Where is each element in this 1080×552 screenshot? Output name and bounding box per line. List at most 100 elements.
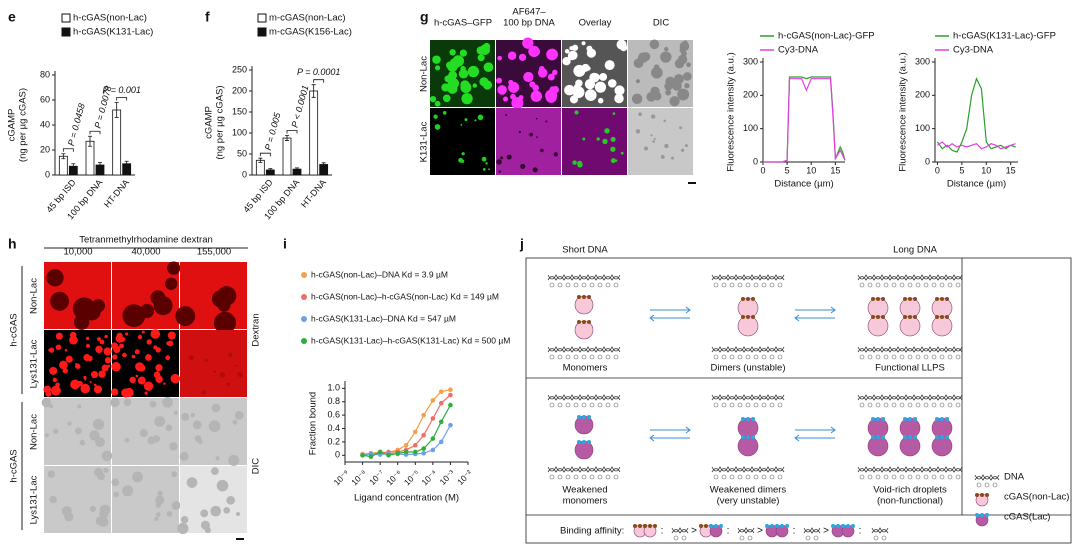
dna-base bbox=[549, 354, 555, 360]
texture bbox=[167, 261, 181, 275]
texture bbox=[74, 427, 82, 435]
header: Long DNA bbox=[893, 245, 937, 256]
texture bbox=[226, 382, 231, 387]
texture bbox=[138, 364, 146, 372]
texture bbox=[200, 520, 210, 530]
y-axis-label: Fluorescence intensity (a.u.) bbox=[726, 52, 737, 171]
texture bbox=[177, 522, 189, 535]
data-point bbox=[448, 422, 453, 428]
x-tick-label: 5 bbox=[959, 165, 964, 175]
lactylation bbox=[851, 524, 855, 528]
x-tick-label: 0 bbox=[760, 165, 765, 175]
bar bbox=[112, 109, 122, 176]
texture bbox=[477, 114, 484, 121]
texture bbox=[61, 506, 72, 517]
dna-base bbox=[557, 474, 563, 480]
texture bbox=[110, 342, 118, 350]
panel-letter: i bbox=[283, 236, 287, 252]
side-label: DIC bbox=[251, 458, 262, 475]
residue bbox=[913, 315, 917, 319]
texture bbox=[236, 511, 241, 516]
error-bar bbox=[268, 168, 273, 172]
dna-base bbox=[915, 474, 921, 480]
lactylation bbox=[846, 524, 850, 528]
lactylation bbox=[751, 435, 755, 439]
y-tick-label: 150 bbox=[232, 106, 247, 116]
dna-base bbox=[805, 535, 811, 541]
dna-base bbox=[875, 474, 881, 480]
dna-base bbox=[769, 354, 775, 360]
texture bbox=[488, 168, 490, 171]
lactylation bbox=[741, 435, 745, 439]
residue bbox=[741, 315, 745, 319]
dna-base bbox=[721, 474, 727, 480]
column-header: AF647– bbox=[512, 7, 546, 18]
error-bar bbox=[295, 167, 299, 171]
texture bbox=[497, 85, 507, 95]
dna-base bbox=[923, 354, 929, 360]
state-label: Weakened bbox=[562, 485, 607, 496]
legend-label: h-cGAS(K131-Lac)–h-cGAS(K131-Lac) Kd = 5… bbox=[311, 335, 510, 345]
texture bbox=[461, 92, 473, 105]
micrograph bbox=[628, 108, 693, 175]
state-label: Weakened dimers bbox=[710, 485, 787, 496]
texture bbox=[564, 84, 575, 96]
lactylation bbox=[751, 417, 755, 421]
dna-base bbox=[713, 402, 719, 408]
texture bbox=[567, 51, 577, 61]
dna-base bbox=[753, 282, 759, 288]
texture bbox=[122, 304, 146, 328]
residue bbox=[945, 315, 949, 319]
texture bbox=[122, 485, 134, 497]
dna-base bbox=[739, 535, 745, 541]
dna-base bbox=[915, 354, 921, 360]
texture bbox=[64, 348, 68, 352]
texture bbox=[597, 97, 604, 104]
significance-bracket bbox=[89, 130, 101, 135]
dna-base bbox=[565, 354, 571, 360]
texture bbox=[201, 390, 206, 395]
dna-base bbox=[605, 354, 611, 360]
dna-base bbox=[923, 474, 929, 480]
legend-label: cGAS(Lac) bbox=[1004, 512, 1050, 523]
texture bbox=[520, 163, 526, 169]
texture bbox=[101, 450, 113, 462]
lactylation bbox=[871, 435, 875, 439]
texture bbox=[479, 77, 489, 87]
texture bbox=[482, 167, 486, 171]
residue bbox=[704, 524, 708, 528]
texture bbox=[464, 118, 468, 122]
texture bbox=[89, 430, 100, 441]
texture bbox=[483, 62, 494, 73]
dna-base bbox=[745, 402, 751, 408]
error-bar bbox=[258, 157, 263, 163]
x-tick-label: 10⁻⁴ bbox=[419, 468, 439, 488]
lactylation bbox=[881, 435, 885, 439]
texture bbox=[474, 119, 477, 122]
dna-base bbox=[597, 474, 603, 480]
texture bbox=[631, 93, 643, 105]
texture bbox=[677, 88, 690, 101]
error-bar bbox=[114, 102, 119, 118]
dna-base bbox=[931, 402, 937, 408]
data-point bbox=[448, 402, 453, 408]
texture bbox=[85, 343, 91, 349]
texture bbox=[50, 385, 61, 396]
dna-base bbox=[907, 354, 913, 360]
dna-base bbox=[721, 282, 727, 288]
texture bbox=[447, 61, 458, 73]
dna-base bbox=[589, 282, 595, 288]
texture bbox=[134, 349, 140, 355]
texture bbox=[215, 456, 220, 461]
texture bbox=[641, 52, 651, 62]
dna-base bbox=[573, 474, 579, 480]
texture bbox=[584, 89, 597, 102]
lactylation bbox=[975, 513, 979, 517]
affinity-separator: > bbox=[691, 526, 697, 537]
data-point bbox=[438, 419, 444, 425]
texture bbox=[49, 495, 57, 504]
legend-label: Cy3-DNA bbox=[778, 45, 819, 56]
texture bbox=[55, 344, 62, 351]
lactylation bbox=[945, 435, 949, 439]
texture bbox=[90, 371, 99, 379]
